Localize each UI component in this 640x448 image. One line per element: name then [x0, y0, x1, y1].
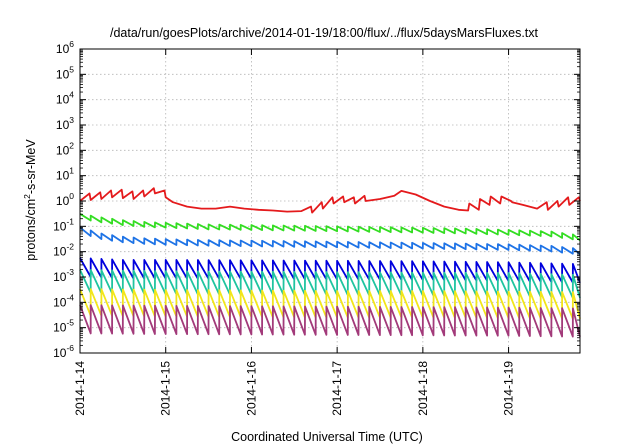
y-tick-label: 10-5 — [53, 318, 74, 335]
x-axis-title: Coordinated Universal Time (UTC) — [231, 430, 423, 444]
y-axis-ticks: 10-6 10-5 10-4 10-3 10-2 10-1 100 101 102 103 104 1… — [53, 39, 580, 360]
y-tick-label: 100 — [56, 191, 74, 208]
series-line-2 — [79, 226, 581, 256]
x-tick-label: 2014-1-15 — [159, 361, 173, 416]
series-line-0 — [79, 187, 581, 214]
series-line-5 — [79, 288, 581, 320]
x-tick-label: 2014-1-16 — [244, 361, 258, 416]
y-axis-title-post: -s-sr-MeV — [24, 139, 38, 195]
y-tick-label: 106 — [56, 39, 74, 56]
y-tick-label: 10-6 — [53, 343, 74, 360]
series-line-4 — [79, 269, 581, 299]
y-axis-title: protons/cm2-s-sr-MeV — [22, 139, 38, 261]
y-tick-label: 102 — [56, 140, 74, 157]
series-layer — [79, 187, 581, 338]
y-tick-label: 10-1 — [53, 216, 74, 233]
y-tick-label: 10-4 — [53, 292, 74, 309]
y-tick-label: 104 — [56, 90, 74, 107]
y-tick-label: 10-3 — [53, 267, 74, 284]
y-tick-label: 105 — [56, 64, 74, 81]
x-tick-label: 2014-1-14 — [73, 361, 87, 416]
y-tick-label: 10-2 — [53, 242, 74, 259]
x-tick-label: 2014-1-18 — [416, 361, 430, 416]
chart-title: /data/run/goesPlots/archive/2014-01-19/1… — [110, 26, 539, 40]
series-line-6 — [79, 304, 581, 338]
y-axis-title-sup: 2 — [22, 194, 32, 199]
series-line-1 — [79, 213, 581, 241]
x-tick-label: 2014-1-17 — [330, 361, 344, 416]
y-tick-label: 101 — [56, 166, 74, 183]
x-tick-label: 2014-1-19 — [502, 361, 516, 416]
series-line-3 — [79, 257, 581, 284]
y-tick-label: 103 — [56, 115, 74, 132]
y-axis-title-pre: protons/cm — [24, 199, 38, 261]
x-axis-ticks: 2014-1-14 2014-1-15 2014-1-16 2014-1-17 2014… — [73, 49, 516, 416]
